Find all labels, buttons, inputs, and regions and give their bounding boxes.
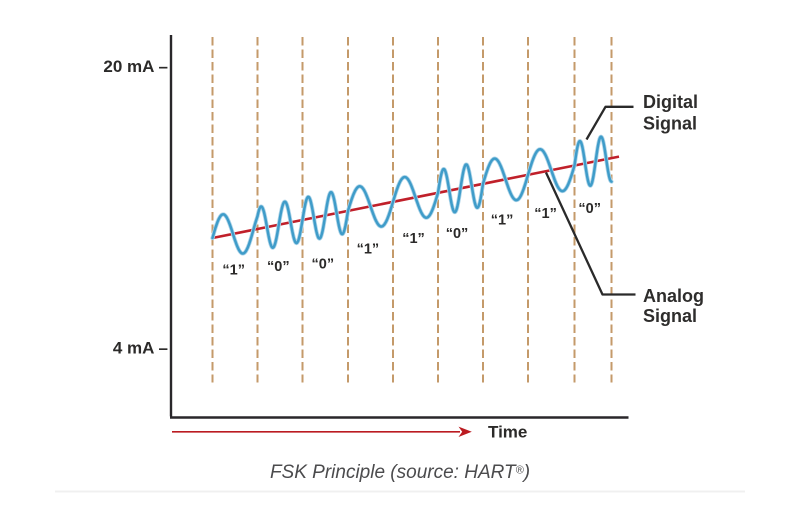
svg-text:Signal: Signal (643, 114, 697, 134)
svg-text:“0”: “0” (578, 201, 601, 217)
svg-text:“1”: “1” (402, 231, 425, 247)
svg-text:4 mA –: 4 mA – (113, 339, 168, 358)
svg-text:“0”: “0” (446, 226, 469, 242)
svg-text:“0”: “0” (312, 257, 335, 273)
svg-text:Signal: Signal (643, 306, 697, 326)
svg-text:“1”: “1” (534, 206, 557, 222)
svg-text:“0”: “0” (267, 259, 290, 275)
svg-text:20 mA –: 20 mA – (103, 57, 168, 76)
svg-text:Analog: Analog (643, 286, 704, 306)
svg-text:FSK Principle (source: HART®): FSK Principle (source: HART®) (270, 462, 530, 483)
svg-text:“1”: “1” (222, 263, 245, 279)
svg-text:Time: Time (488, 423, 527, 442)
svg-text:Digital: Digital (643, 92, 698, 112)
svg-text:“1”: “1” (491, 212, 514, 228)
svg-text:“1”: “1” (357, 241, 380, 257)
